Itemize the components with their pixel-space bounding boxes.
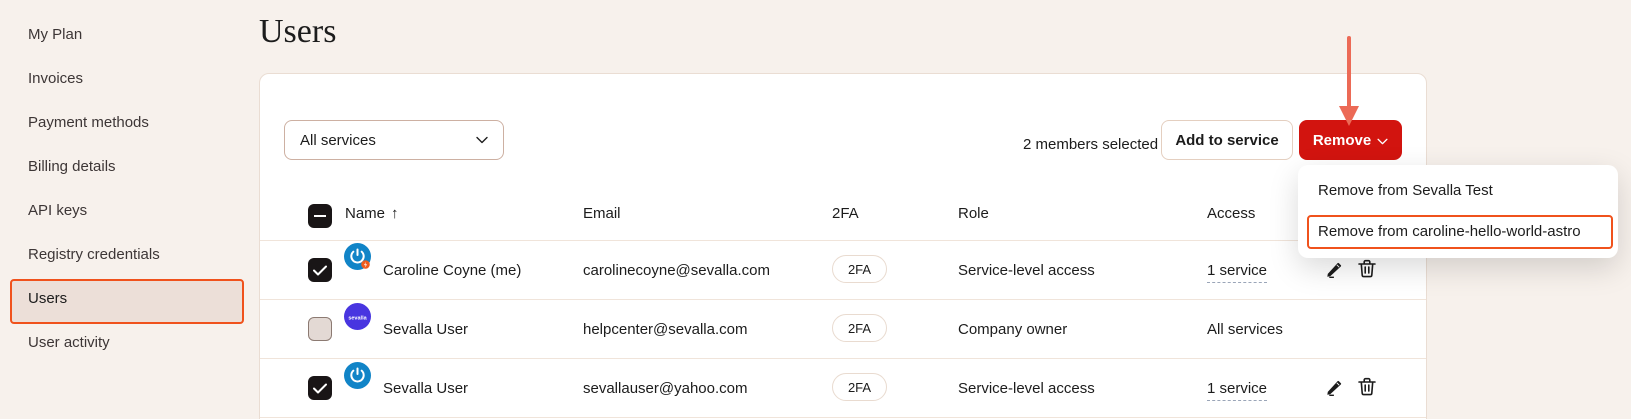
svg-text:sevalla: sevalla xyxy=(348,316,367,322)
